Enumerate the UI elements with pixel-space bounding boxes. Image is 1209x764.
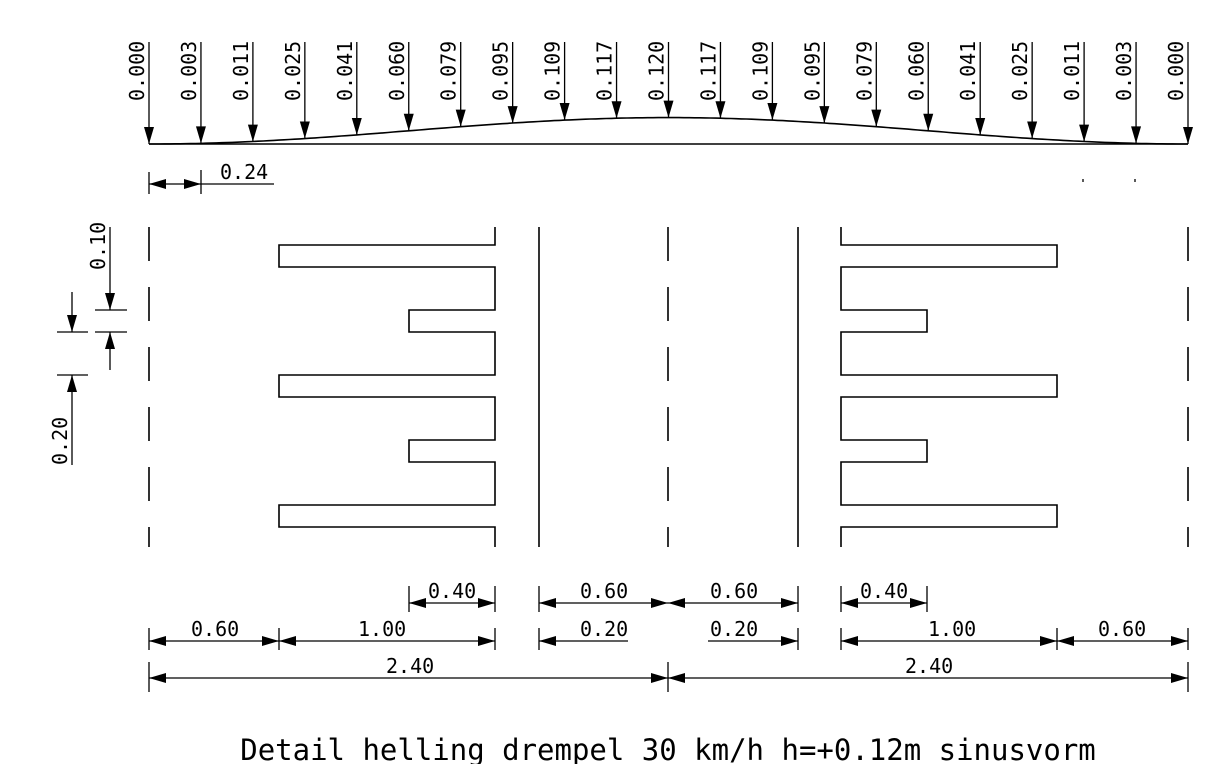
profile-height-label: 0.003 bbox=[177, 41, 201, 101]
profile-arrowhead bbox=[403, 113, 414, 131]
dim-label-mid-020-right: 0.20 bbox=[710, 617, 758, 641]
profile-arrowhead bbox=[975, 117, 986, 135]
profile-arrowhead bbox=[871, 109, 882, 127]
dim-label-mid-060-right: 0.60 bbox=[710, 579, 758, 603]
profile-arrowhead bbox=[351, 117, 362, 135]
height-profile: 0.000 0.003 0.011 0.025 0.041 0.060 0.079 0.095… bbox=[125, 41, 1193, 144]
dim-label-mid-020-left: 0.20 bbox=[580, 617, 628, 641]
profile-arrowhead bbox=[923, 113, 934, 131]
profile-height-label: 0.041 bbox=[333, 41, 357, 101]
profile-arrowhead bbox=[819, 106, 830, 124]
profile-height-label: 0.011 bbox=[229, 41, 253, 101]
dim-vertical-020: 0.20 bbox=[48, 292, 88, 465]
profile-height-label: 0.003 bbox=[1112, 41, 1136, 101]
dim-label-right-100: 1.00 bbox=[928, 617, 976, 641]
profile-height-label: 0.109 bbox=[748, 41, 772, 101]
profile-arrowhead bbox=[767, 103, 778, 121]
dim-label-left-040: 0.40 bbox=[428, 579, 476, 603]
profile-height-label: 0.079 bbox=[852, 41, 876, 101]
dim-label-left-060: 0.60 bbox=[191, 617, 239, 641]
profile-height-label: 0.025 bbox=[1008, 41, 1032, 101]
profile-height-label: 0.041 bbox=[956, 41, 980, 101]
profile-height-label: 0.117 bbox=[593, 41, 617, 101]
dim-label-mid-060-left: 0.60 bbox=[580, 579, 628, 603]
dim-row-2: 0.60 1.00 0.20 0.20 1.00 0.60 bbox=[148, 617, 1189, 650]
profile-height-label: 0.095 bbox=[489, 41, 513, 101]
dim-label-left-100: 1.00 bbox=[358, 617, 406, 641]
profile-arrowhead bbox=[247, 124, 258, 142]
comb-marking-right bbox=[840, 227, 1058, 547]
sine-profile-curve bbox=[149, 116, 1188, 145]
profile-height-label: 0.060 bbox=[904, 41, 928, 101]
profile-arrowhead bbox=[1079, 124, 1090, 142]
dim-row-1: 0.40 0.60 0.60 0.40 bbox=[408, 579, 928, 612]
profile-arrowhead bbox=[1027, 121, 1038, 139]
profile-height-label: 0.117 bbox=[696, 41, 720, 101]
profile-arrowhead bbox=[195, 126, 206, 144]
comb-marking-left bbox=[278, 227, 496, 547]
profile-arrowhead bbox=[455, 109, 466, 127]
profile-arrowhead bbox=[507, 106, 518, 124]
dim-label-left-240: 2.40 bbox=[386, 654, 434, 678]
dim-label-024: 0.24 bbox=[220, 160, 268, 184]
profile-height-label: 0.000 bbox=[1164, 41, 1188, 101]
profile-height-label: 0.000 bbox=[125, 41, 149, 101]
profile-height-label: 0.011 bbox=[1060, 41, 1084, 101]
dim-label-right-060: 0.60 bbox=[1098, 617, 1146, 641]
dim-row-3: 2.40 2.40 bbox=[148, 654, 1189, 692]
profile-height-label: 0.079 bbox=[437, 41, 461, 101]
profile-height-label: 0.120 bbox=[645, 41, 669, 101]
drawing-title: Detail helling drempel 30 km/h h=+0.12m … bbox=[240, 733, 1096, 764]
profile-arrowhead bbox=[715, 101, 726, 119]
dim-spacing-top: 0.24 bbox=[148, 160, 274, 194]
profile-arrowhead bbox=[1183, 127, 1193, 144]
profile-height-label: 0.109 bbox=[541, 41, 565, 101]
dim-label-right-040: 0.40 bbox=[860, 579, 908, 603]
dim-label-020: 0.20 bbox=[48, 417, 72, 465]
profile-arrowhead bbox=[663, 100, 674, 118]
profile-height-label: 0.060 bbox=[385, 41, 409, 101]
profile-arrowhead bbox=[144, 127, 154, 144]
dim-vertical-010: 0.10 bbox=[86, 222, 127, 370]
profile-height-label: 0.025 bbox=[281, 41, 305, 101]
profile-arrowhead bbox=[1131, 126, 1142, 144]
profile-arrowhead bbox=[559, 103, 570, 121]
profile-arrowhead bbox=[299, 121, 310, 139]
profile-height-label: 0.095 bbox=[800, 41, 824, 101]
dim-label-010: 0.10 bbox=[86, 222, 110, 270]
profile-arrowhead bbox=[611, 101, 622, 119]
dim-label-right-240: 2.40 bbox=[905, 654, 953, 678]
